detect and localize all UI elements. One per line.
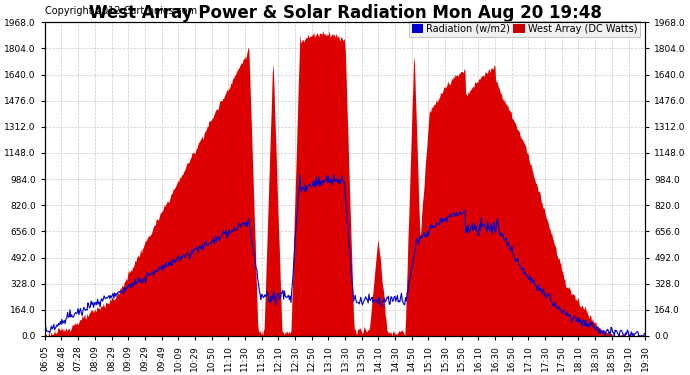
Title: West Array Power & Solar Radiation Mon Aug 20 19:48: West Array Power & Solar Radiation Mon A… [88,4,602,22]
Legend: Radiation (w/m2), West Array (DC Watts): Radiation (w/m2), West Array (DC Watts) [409,21,640,37]
Text: Copyright 2012 Cartronics.com: Copyright 2012 Cartronics.com [45,6,197,16]
